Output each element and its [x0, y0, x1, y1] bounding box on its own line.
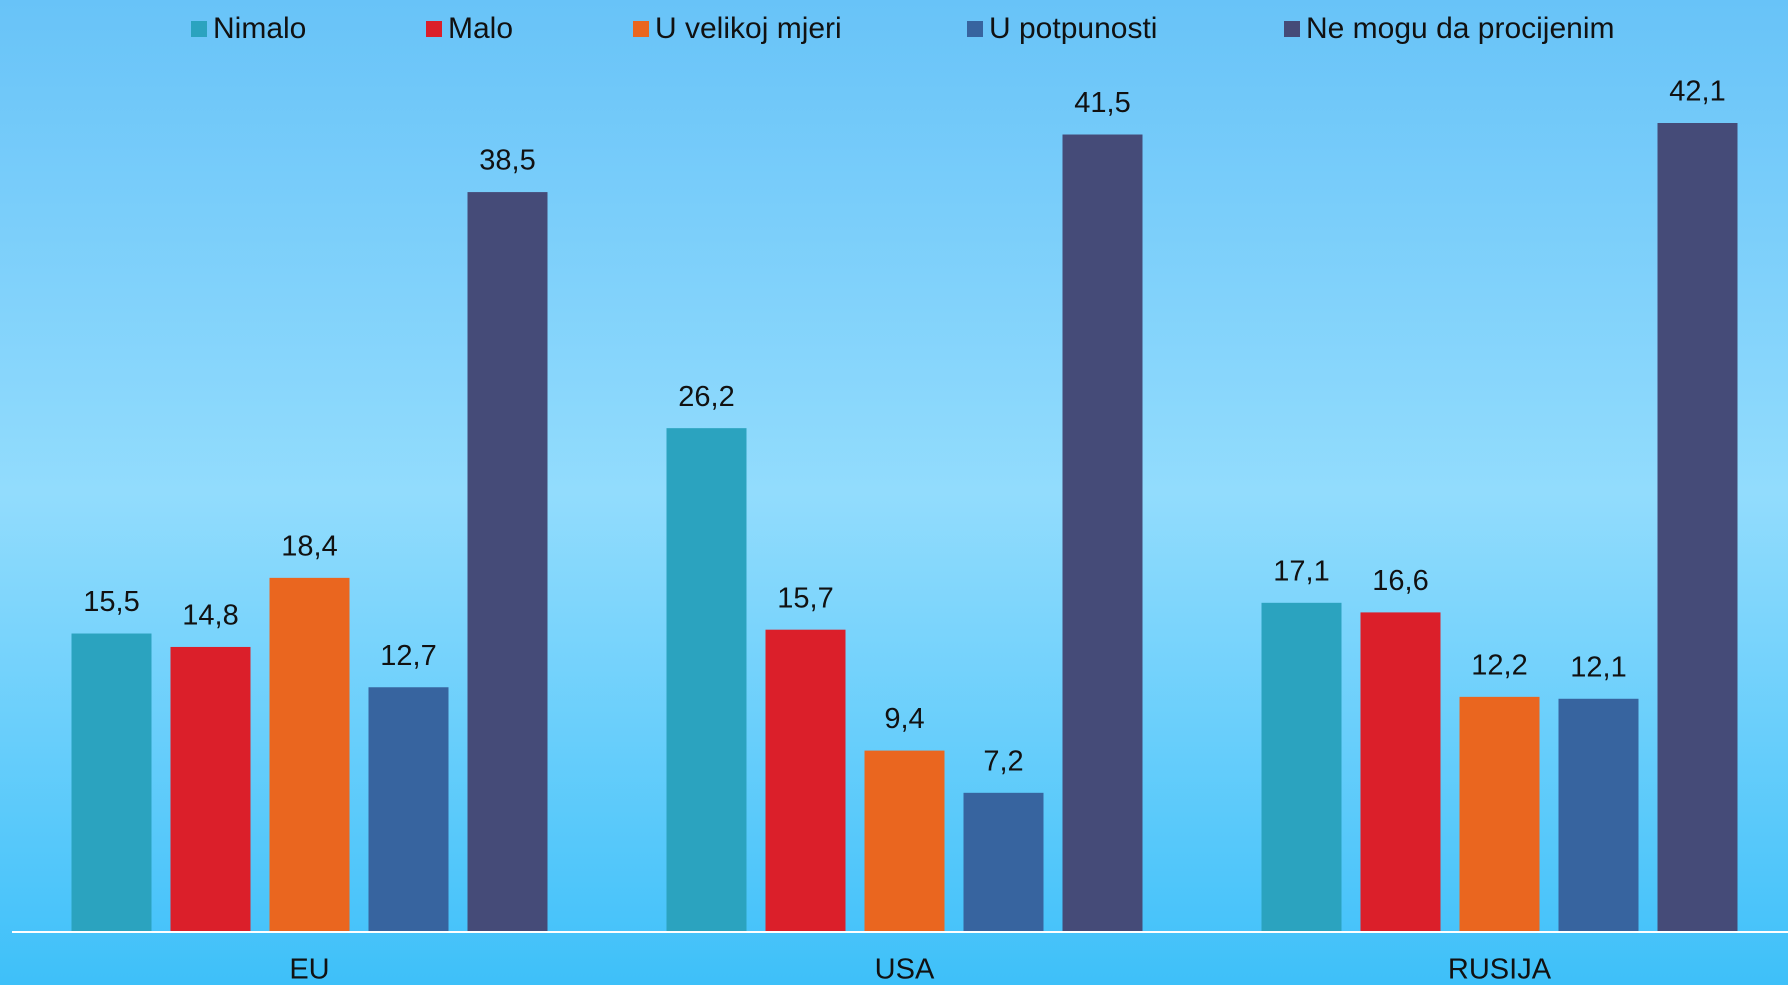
legend-swatch: [191, 21, 207, 37]
legend-swatch: [633, 21, 649, 37]
bar: [1062, 134, 1143, 931]
legend-text: Malo: [448, 12, 513, 45]
value-label: 12,1: [1570, 651, 1626, 683]
value-label: 7,2: [983, 745, 1023, 777]
value-label: 12,7: [380, 640, 436, 672]
value-label: 15,7: [777, 582, 833, 614]
value-label: 26,2: [678, 381, 734, 413]
legend-swatch: [1284, 21, 1300, 37]
bar: [1657, 123, 1738, 931]
legend-text: Ne mogu da procijenim: [1306, 12, 1614, 45]
x-tick-label: EU: [289, 954, 329, 985]
bar: [467, 192, 548, 931]
bar: [1360, 612, 1441, 931]
bar: [170, 646, 251, 931]
bar: [269, 577, 350, 931]
legend-swatch: [426, 21, 442, 37]
bar: [963, 792, 1044, 931]
value-label: 42,1: [1669, 76, 1725, 108]
value-label: 18,4: [281, 531, 337, 563]
value-label: 38,5: [479, 145, 535, 177]
bar: [71, 633, 152, 931]
legend-swatch: [967, 21, 983, 37]
value-label: 9,4: [884, 703, 924, 735]
legend-text: Nimalo: [213, 12, 306, 45]
bar: [864, 750, 945, 931]
value-label: 12,2: [1471, 650, 1527, 682]
x-tick-label: USA: [875, 954, 935, 985]
bar: [1261, 602, 1342, 931]
value-label: 14,8: [182, 600, 238, 632]
bar: [1558, 698, 1639, 931]
bar: [1459, 696, 1540, 931]
bar: [666, 428, 747, 931]
value-label: 16,6: [1372, 565, 1428, 597]
bar: [765, 629, 846, 931]
bar: [368, 687, 449, 931]
legend-text: U velikoj mjeri: [655, 12, 842, 45]
value-label: 15,5: [83, 586, 139, 618]
legend-text: U potpunosti: [989, 12, 1157, 45]
x-tick-label: RUSIJA: [1448, 954, 1552, 985]
value-label: 41,5: [1074, 87, 1130, 119]
value-label: 17,1: [1273, 555, 1329, 587]
